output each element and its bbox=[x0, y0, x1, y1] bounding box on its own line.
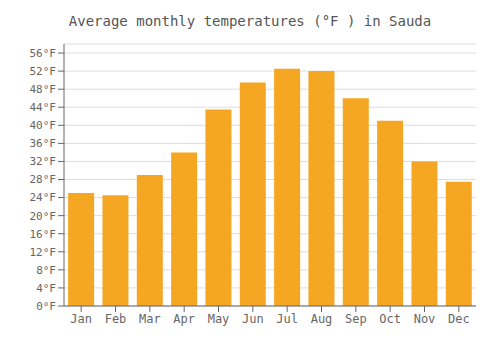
svg-text:Sep: Sep bbox=[345, 312, 367, 326]
svg-text:8°F: 8°F bbox=[36, 264, 56, 277]
svg-text:36°F: 36°F bbox=[30, 137, 57, 150]
svg-text:Mar: Mar bbox=[139, 312, 161, 326]
svg-text:Jul: Jul bbox=[276, 312, 298, 326]
svg-text:28°F: 28°F bbox=[30, 173, 57, 186]
svg-text:52°F: 52°F bbox=[30, 65, 57, 78]
svg-text:20°F: 20°F bbox=[30, 210, 57, 223]
svg-text:44°F: 44°F bbox=[30, 101, 57, 114]
svg-text:Dec: Dec bbox=[448, 312, 470, 326]
svg-text:Oct: Oct bbox=[379, 312, 401, 326]
svg-text:12°F: 12°F bbox=[30, 246, 57, 259]
svg-text:4°F: 4°F bbox=[36, 282, 56, 295]
svg-text:0°F: 0°F bbox=[36, 300, 56, 313]
html-text:Average monthly temperatures (: Average monthly temperatures (°F ) in Sa… bbox=[68, 13, 432, 29]
svg-text:May: May bbox=[208, 312, 230, 326]
svg-text:24°F: 24°F bbox=[30, 191, 57, 204]
svg-text:32°F: 32°F bbox=[30, 155, 57, 168]
svg-text:Apr: Apr bbox=[173, 312, 195, 326]
svg-text:40°F: 40°F bbox=[30, 119, 57, 132]
svg-text:56°F: 56°F bbox=[30, 47, 57, 60]
svg-text:Feb: Feb bbox=[105, 312, 127, 326]
svg-text:Aug: Aug bbox=[311, 312, 333, 326]
svg-text:Jan: Jan bbox=[70, 312, 92, 326]
svg-text:Jun: Jun bbox=[242, 312, 264, 326]
svg-text:48°F: 48°F bbox=[30, 83, 57, 96]
svg-text:Nov: Nov bbox=[414, 312, 436, 326]
svg-text:16°F: 16°F bbox=[30, 228, 57, 241]
